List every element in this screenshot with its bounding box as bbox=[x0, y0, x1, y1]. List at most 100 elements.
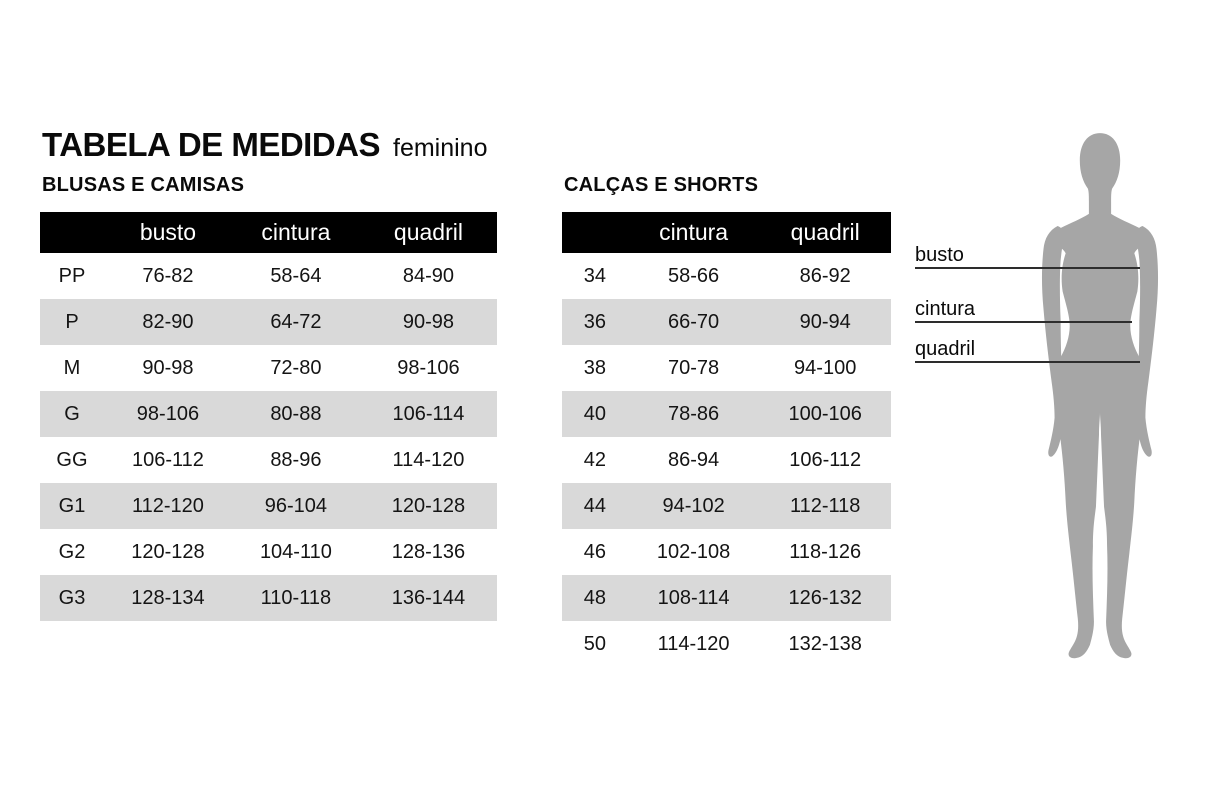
blusas-header-row: busto cintura quadril bbox=[40, 212, 497, 253]
cintura-cell: 70-78 bbox=[668, 356, 720, 379]
cintura-cell: 104-110 bbox=[259, 540, 332, 563]
cintura-cell: 114-120 bbox=[657, 632, 730, 655]
quadril-cell: 90-98 bbox=[402, 310, 455, 333]
cintura-cell: 80-88 bbox=[270, 402, 322, 425]
quadril-cell: 100-106 bbox=[788, 402, 862, 425]
busto-cell: 98-106 bbox=[136, 402, 200, 425]
size-cell: G bbox=[64, 402, 80, 425]
measure-label-cintura: cintura bbox=[915, 299, 1132, 323]
table-row: 40 78-86 100-106 bbox=[562, 391, 891, 437]
table-row: 46 102-108 118-126 bbox=[562, 529, 891, 575]
size-cell: 42 bbox=[583, 448, 607, 471]
page-header: TABELA DE MEDIDAS feminino bbox=[42, 126, 488, 164]
size-cell: P bbox=[65, 310, 79, 333]
busto-cell: 76-82 bbox=[142, 264, 194, 287]
table-row: PP 76-82 58-64 84-90 bbox=[40, 253, 497, 299]
cintura-cell: 72-80 bbox=[270, 356, 322, 379]
cintura-cell: 110-118 bbox=[260, 586, 332, 609]
quadril-cell: 120-128 bbox=[391, 494, 466, 517]
header-size bbox=[40, 212, 104, 253]
cintura-cell: 58-66 bbox=[668, 264, 720, 287]
cintura-cell: 96-104 bbox=[264, 494, 328, 517]
header-size bbox=[562, 212, 628, 253]
quadril-cell: 106-114 bbox=[392, 402, 465, 425]
measure-label-cintura-text: cintura bbox=[915, 298, 976, 320]
measure-label-quadril-text: quadril bbox=[915, 338, 976, 360]
cintura-cell: 64-72 bbox=[270, 310, 322, 333]
size-cell: M bbox=[63, 356, 81, 379]
blusas-table: busto cintura quadril PP 76-82 58-64 84-90 P… bbox=[40, 212, 497, 621]
silhouette-body bbox=[1047, 133, 1153, 659]
section-label-calcas: CALÇAS E SHORTS bbox=[564, 174, 759, 196]
size-cell: 40 bbox=[583, 402, 607, 425]
silhouette-left-arm bbox=[1041, 225, 1066, 457]
table-row: GG 106-112 88-96 114-120 bbox=[40, 437, 497, 483]
header-busto: busto bbox=[103, 212, 232, 253]
measure-label-busto: busto bbox=[915, 245, 1140, 269]
quadril-cell: 86-92 bbox=[799, 264, 851, 287]
size-cell: PP bbox=[58, 264, 86, 287]
size-cell: 36 bbox=[583, 310, 607, 333]
table-row: G2 120-128 104-110 128-136 bbox=[40, 529, 497, 575]
table-row: P 82-90 64-72 90-98 bbox=[40, 299, 497, 345]
female-silhouette bbox=[1041, 133, 1159, 659]
size-cell: GG bbox=[56, 448, 88, 471]
size-cell: G1 bbox=[58, 494, 86, 517]
cintura-cell: 102-108 bbox=[656, 540, 731, 563]
size-cell: G3 bbox=[58, 586, 86, 609]
quadril-cell: 136-144 bbox=[391, 586, 466, 609]
calcas-table: cintura quadril 34 58-66 86-92 36 66-70 90-94… bbox=[562, 212, 891, 667]
measure-label-quadril: quadril bbox=[915, 339, 1140, 363]
quadril-cell: 114-120 bbox=[392, 448, 465, 471]
busto-cell: 112-120 bbox=[131, 494, 204, 517]
table-row: 36 66-70 90-94 bbox=[562, 299, 891, 345]
quadril-cell: 128-136 bbox=[391, 540, 466, 563]
cintura-cell: 78-86 bbox=[668, 402, 720, 425]
header-cintura: cintura bbox=[231, 212, 360, 253]
header-cintura: cintura bbox=[627, 212, 760, 253]
table-row: 48 108-114 126-132 bbox=[562, 575, 891, 621]
cintura-cell: 86-94 bbox=[668, 448, 720, 471]
table-row: G1 112-120 96-104 120-128 bbox=[40, 483, 497, 529]
quadril-cell: 112-118 bbox=[789, 494, 861, 517]
measure-label-busto-text: busto bbox=[915, 244, 964, 266]
cintura-cell: 108-114 bbox=[657, 586, 730, 609]
table-row: 34 58-66 86-92 bbox=[562, 253, 891, 299]
table-row: G3 128-134 110-118 136-144 bbox=[40, 575, 497, 621]
quadril-cell: 126-132 bbox=[788, 586, 862, 609]
table-row: M 90-98 72-80 98-106 bbox=[40, 345, 497, 391]
header-quadril: quadril bbox=[359, 212, 497, 253]
page-title: TABELA DE MEDIDAS bbox=[42, 126, 381, 163]
size-cell: 48 bbox=[583, 586, 607, 609]
quadril-cell: 98-106 bbox=[397, 356, 460, 379]
size-cell: 46 bbox=[583, 540, 607, 563]
cintura-cell: 66-70 bbox=[668, 310, 720, 333]
size-cell: G2 bbox=[58, 540, 86, 563]
size-cell: 38 bbox=[583, 356, 607, 379]
quadril-cell: 84-90 bbox=[402, 264, 455, 287]
table-row: 38 70-78 94-100 bbox=[562, 345, 891, 391]
cintura-cell: 58-64 bbox=[270, 264, 322, 287]
busto-cell: 90-98 bbox=[142, 356, 194, 379]
table-row: 42 86-94 106-112 bbox=[562, 437, 891, 483]
cintura-cell: 94-102 bbox=[662, 494, 725, 517]
quadril-cell: 90-94 bbox=[799, 310, 851, 333]
table-row: G 98-106 80-88 106-114 bbox=[40, 391, 497, 437]
quadril-cell: 94-100 bbox=[794, 356, 857, 379]
size-cell: 34 bbox=[583, 264, 607, 287]
quadril-cell: 132-138 bbox=[788, 632, 862, 655]
table-row: 44 94-102 112-118 bbox=[562, 483, 891, 529]
size-cell: 44 bbox=[583, 494, 607, 517]
busto-cell: 82-90 bbox=[142, 310, 194, 333]
section-label-blusas: BLUSAS E CAMISAS bbox=[42, 174, 245, 196]
cintura-cell: 88-96 bbox=[270, 448, 322, 471]
size-cell: 50 bbox=[583, 632, 607, 655]
page-subtitle: feminino bbox=[393, 134, 488, 162]
quadril-cell: 106-112 bbox=[789, 448, 862, 471]
table-row: 50 114-120 132-138 bbox=[562, 621, 891, 667]
busto-cell: 106-112 bbox=[131, 448, 204, 471]
calcas-header-row: cintura quadril bbox=[562, 212, 891, 253]
silhouette-right-arm bbox=[1134, 225, 1159, 457]
header-quadril: quadril bbox=[759, 212, 891, 253]
